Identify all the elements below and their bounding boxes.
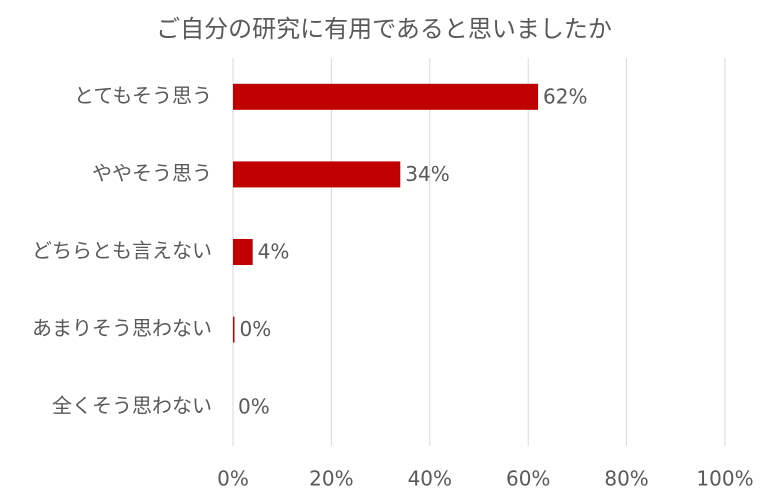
x-tick-label: 100% bbox=[696, 467, 753, 491]
bar bbox=[233, 239, 253, 265]
bar bbox=[233, 83, 539, 110]
value-label: 0% bbox=[239, 317, 271, 341]
chart-title: ご自分の研究に有用であると思いましたか bbox=[156, 15, 612, 43]
x-tick-label: 80% bbox=[604, 467, 648, 491]
value-label: 34% bbox=[405, 162, 449, 186]
y-tick-label: あまりそう思わない bbox=[32, 316, 212, 340]
value-label: 4% bbox=[258, 240, 290, 264]
y-tick-label: とてもそう思う bbox=[74, 83, 212, 107]
bar bbox=[233, 316, 235, 343]
x-tick-label: 20% bbox=[309, 467, 353, 491]
bar bbox=[233, 161, 401, 188]
y-tick-label: 全くそう思わない bbox=[52, 394, 212, 418]
value-label: 62% bbox=[543, 84, 587, 108]
y-tick-label: ややそう思う bbox=[92, 161, 212, 185]
value-label: 0% bbox=[238, 395, 270, 419]
y-tick-label: どちらとも言えない bbox=[32, 239, 212, 263]
x-tick-label: 60% bbox=[506, 467, 550, 491]
x-tick-label: 40% bbox=[408, 467, 452, 491]
x-tick-label: 0% bbox=[217, 467, 249, 491]
